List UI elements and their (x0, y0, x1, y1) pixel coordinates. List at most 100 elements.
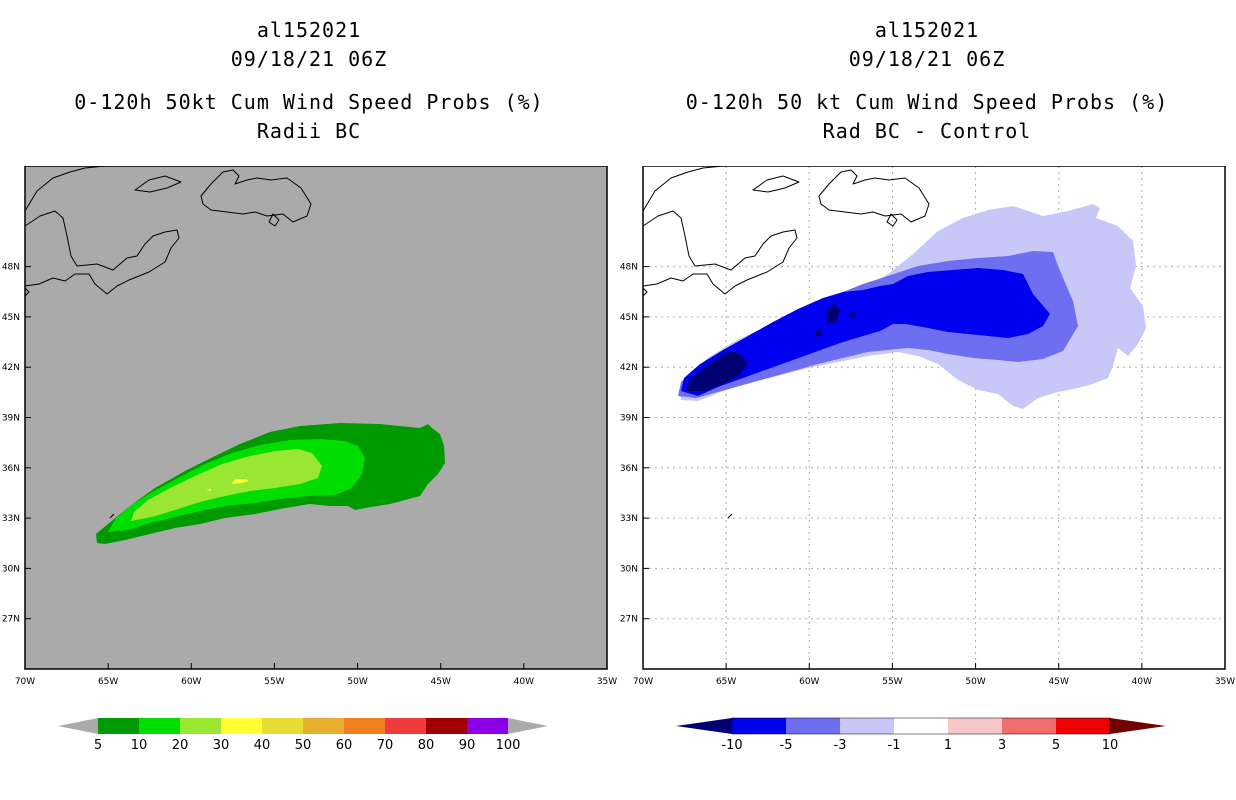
colorbar-swatch (303, 718, 344, 734)
contour-20pct (131, 449, 322, 521)
lat-label: 45N (620, 313, 638, 323)
coastline-segment (134, 175, 182, 193)
lon-label: 50W (965, 677, 985, 687)
colorbar-swatch (98, 718, 139, 734)
lat-label: 39N (2, 414, 20, 424)
colorbar-swatch (894, 718, 948, 734)
lat-label: 27N (2, 615, 20, 625)
probability-map: 70W 65W 60W 55W 50W 45W 40W 35W 27N 30N 33N 36N 39N 4… (2, 166, 617, 687)
lon-label: 55W (264, 677, 284, 687)
lat-label: 36N (620, 464, 638, 474)
lon-label: 40W (514, 677, 534, 687)
lon-label: 45W (1049, 677, 1069, 687)
coastline-segment (24, 287, 30, 297)
coastline (642, 166, 930, 519)
coastline-segment (24, 166, 106, 212)
colorbar-label: 60 (336, 738, 353, 753)
difference-contours (678, 204, 1146, 409)
lat-label: 48N (620, 263, 638, 273)
lon-label: 65W (716, 677, 736, 687)
coastline-segment (268, 213, 280, 227)
colorbar-swatch (426, 718, 467, 734)
probability-contours (96, 423, 445, 544)
contour-minus10 (814, 329, 822, 337)
right-panel: al152021 09/18/21 06Z 0-120h 50 kt Cum W… (618, 0, 1236, 800)
colorbar-swatch (732, 718, 786, 734)
contour-minus1 (1088, 244, 1103, 264)
lon-label: 55W (882, 677, 902, 687)
map-background (25, 166, 607, 669)
left-panel: al152021 09/18/21 06Z 0-120h 50kt Cum Wi… (2, 18, 617, 753)
lon-label: 60W (181, 677, 201, 687)
run-title: Rad BC - Control (822, 119, 1032, 143)
contour-minus10 (826, 304, 840, 324)
lat-label: 33N (620, 514, 638, 524)
colorbar-label: 5 (1052, 738, 1060, 753)
colorbar-label: 50 (295, 738, 312, 753)
coastline (24, 166, 312, 519)
colorbar-label: -3 (834, 738, 847, 753)
colorbar-label: 10 (1102, 738, 1119, 753)
valid-time-title: 09/18/21 06Z (230, 47, 388, 71)
coastline-segment (818, 169, 930, 223)
colorbar-swatch (139, 718, 180, 734)
difference-colorbar: -10 -5 -3 -1 1 3 5 10 (676, 717, 1166, 753)
colorbar-high-arrow (1110, 718, 1166, 734)
contour-minus5 (681, 268, 1050, 396)
colorbar-label: 5 (94, 738, 102, 753)
colorbar-swatch (385, 718, 426, 734)
colorbar-label: -1 (888, 738, 901, 753)
colorbar-label: 70 (377, 738, 394, 753)
island (727, 513, 733, 519)
storm-id-title: al152021 (874, 18, 980, 42)
map-axes: 70W 65W 60W 55W 50W 45W 40W 35W 27N 30N 33N 36N 39N 4… (2, 263, 617, 687)
contour-minus10 (686, 351, 748, 391)
lon-label: 70W (15, 677, 35, 687)
colorbar-swatch (1002, 718, 1056, 734)
product-title: 0-120h 50kt Cum Wind Speed Probs (%) (74, 90, 544, 114)
coastline-segment (642, 210, 798, 295)
colorbar-label: 40 (254, 738, 271, 753)
contour-minus10 (850, 312, 856, 318)
colorbar-swatch (1056, 718, 1110, 734)
lon-label: 50W (347, 677, 367, 687)
island (109, 513, 115, 519)
colorbar-low-arrow (58, 718, 98, 734)
lon-label: 60W (799, 677, 819, 687)
colorbar-swatch (262, 718, 303, 734)
colorbar-swatch (344, 718, 385, 734)
product-title: 0-120h 50 kt Cum Wind Speed Probs (%) (685, 90, 1169, 114)
lat-label: 36N (2, 464, 20, 474)
colorbar-label: 1 (944, 738, 952, 753)
coastline-segment (24, 210, 180, 295)
colorbar-label: 20 (172, 738, 189, 753)
colorbar-label: -10 (721, 738, 742, 753)
contour-30pct (206, 489, 211, 491)
colorbar-label: 10 (131, 738, 148, 753)
colorbar-label: -5 (780, 738, 793, 753)
colorbar-swatch (467, 718, 508, 734)
map-axes: 70W 65W 60W 55W 50W 45W 40W 35W 27N 30N 33N 36N 39N 4… (620, 263, 1235, 687)
lon-label: 70W (633, 677, 653, 687)
run-title: Radii BC (256, 119, 362, 143)
valid-time-title: 09/18/21 06Z (848, 47, 1006, 71)
lat-label: 27N (620, 615, 638, 625)
colorbar-swatch (221, 718, 262, 734)
colorbar-label: 30 (213, 738, 230, 753)
contour-30pct (231, 479, 249, 484)
coastline-segment (642, 287, 648, 297)
coastline-segment (642, 166, 724, 212)
colorbar-label: 3 (998, 738, 1006, 753)
lat-label: 30N (620, 564, 638, 574)
lat-label: 45N (2, 313, 20, 323)
coastline-segment (886, 213, 898, 227)
lon-label: 40W (1132, 677, 1152, 687)
colorbar-swatch (786, 718, 840, 734)
colorbar-low-arrow (676, 718, 732, 734)
probability-colorbar: 5 10 20 30 40 50 60 70 80 90 100 (58, 718, 548, 753)
colorbar-outline (731, 717, 1111, 735)
lat-label: 42N (620, 363, 638, 373)
storm-id-title: al152021 (256, 18, 362, 42)
colorbar-swatch (948, 718, 1002, 734)
lat-label: 48N (2, 263, 20, 273)
